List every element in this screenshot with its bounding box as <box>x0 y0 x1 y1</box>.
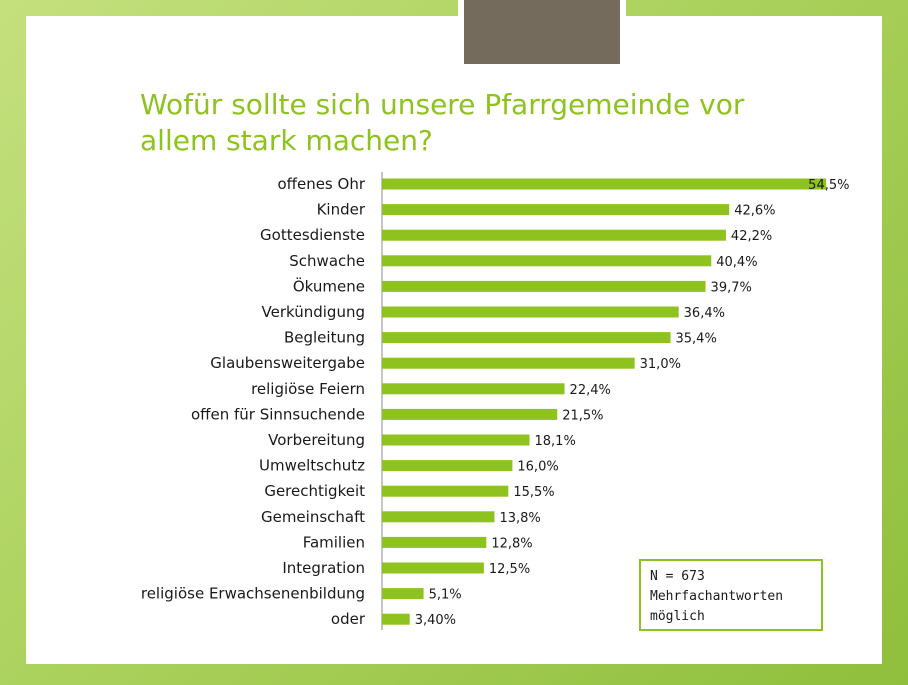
value-label: 36,4% <box>684 306 725 321</box>
note-box <box>639 559 823 631</box>
note: möglich <box>650 609 705 624</box>
value-label: 3,40% <box>415 613 456 628</box>
value-label: 40,4% <box>716 255 757 270</box>
value-label: 42,6% <box>734 204 775 219</box>
bar <box>382 562 484 574</box>
category-label: Schwache <box>289 252 365 270</box>
category-label: Familien <box>303 533 365 551</box>
value-label: 12,5% <box>489 562 530 577</box>
note: N = 673 <box>650 569 705 584</box>
category-label: offenes Ohr <box>277 175 365 193</box>
category-label: Verkündigung <box>262 303 365 321</box>
bar <box>382 485 509 497</box>
bar <box>382 204 730 216</box>
value-label: 18,1% <box>535 434 576 449</box>
bar <box>382 178 827 190</box>
category-label: Kinder <box>317 201 366 219</box>
category-label: oder <box>331 610 366 628</box>
category-label: Umweltschutz <box>259 457 365 475</box>
bar <box>382 408 558 420</box>
value-label: 22,4% <box>570 383 611 398</box>
bar <box>382 613 410 625</box>
bar <box>382 229 726 241</box>
bar <box>382 280 706 292</box>
bar <box>382 383 565 395</box>
category-label: Ökumene <box>293 276 365 295</box>
bar <box>382 460 513 472</box>
category-label: Integration <box>282 559 365 577</box>
bar <box>382 536 487 548</box>
category-label: Gerechtigkeit <box>264 482 365 500</box>
value-label: 5,1% <box>429 588 462 603</box>
value-label: 13,8% <box>499 511 540 526</box>
category-label: Gemeinschaft <box>261 508 365 526</box>
bar <box>382 332 671 344</box>
bar <box>382 357 635 369</box>
category-label: offen für Sinnsuchende <box>191 405 365 423</box>
value-label: 39,7% <box>711 280 752 295</box>
category-label: Begleitung <box>284 329 365 347</box>
value-label: 21,5% <box>562 408 603 423</box>
bar <box>382 255 712 267</box>
header-block <box>464 0 620 64</box>
category-label: Vorbereitung <box>268 431 365 449</box>
category-label: religiöse Erwachsenenbildung <box>141 585 365 603</box>
bar <box>382 434 530 446</box>
bar <box>382 511 495 523</box>
chart-title: Wofür sollte sich unsere Pfarrgemeinde v… <box>140 88 745 121</box>
chart-title: allem stark machen? <box>140 124 433 157</box>
value-label: 16,0% <box>517 460 558 475</box>
header-tab <box>458 0 626 72</box>
category-label: Gottesdienste <box>260 226 365 244</box>
value-label: 42,2% <box>731 229 772 244</box>
value-label: 54,5% <box>808 178 849 193</box>
bar <box>382 306 679 318</box>
note: Mehrfachantworten <box>650 589 783 604</box>
category-label: Glaubensweitergabe <box>210 354 365 372</box>
value-label: 12,8% <box>491 536 532 551</box>
category-label: religiöse Feiern <box>251 380 365 398</box>
bar <box>382 588 424 600</box>
value-label: 15,5% <box>513 485 554 500</box>
value-label: 31,0% <box>640 357 681 372</box>
value-label: 35,4% <box>676 332 717 347</box>
